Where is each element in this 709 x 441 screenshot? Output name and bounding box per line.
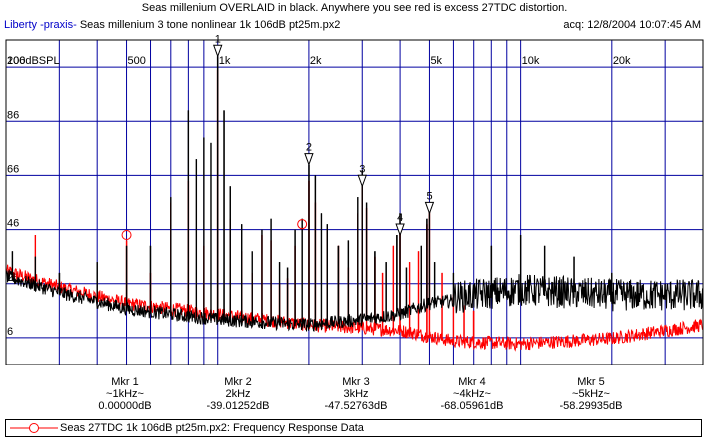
marker-value: -68.05961dB <box>440 400 504 412</box>
chart-title: Seas millenium OVERLAID in black. Anywhe… <box>141 2 568 14</box>
marker-readout-4: Mkr 4 ~4kHz~ -68.05961dB <box>412 376 532 412</box>
app-name: Liberty -praxis- <box>4 19 77 31</box>
legend[interactable]: Seas 27TDC 1k 106dB pt25m.px2: Frequency… <box>5 419 702 437</box>
header-left: Liberty -praxis- Seas millenium 3 tone n… <box>4 19 340 31</box>
x-tick-labels: 200 500 1k 2k 5k 10k 20k <box>7 55 631 67</box>
marker-freq: ~5kHz~ <box>572 388 610 400</box>
y-tick-label: 46 <box>7 218 19 230</box>
marker-readout-2: Mkr 2 2kHz -39.01252dB <box>178 376 298 412</box>
grid <box>5 40 704 365</box>
marker-name: Mkr 4 <box>458 376 486 388</box>
marker-number: 2 <box>306 142 312 154</box>
marker-freq: ~4kHz~ <box>453 388 491 400</box>
marker-name: Mkr 2 <box>224 376 252 388</box>
y-tick-label: 106dBSPL <box>7 55 60 67</box>
x-tick-label: 5k <box>430 55 442 67</box>
marker-freq: ~1kHz~ <box>106 388 144 400</box>
marker-triangle <box>213 44 223 58</box>
trace-black <box>5 56 704 332</box>
y-tick-label: 6 <box>7 326 13 338</box>
file-info: Seas millenium 3 tone nonlinear 1k 106dB… <box>79 19 341 31</box>
marker-name: Mkr 3 <box>342 376 370 388</box>
marker-triangle <box>304 153 314 167</box>
marker-readout-3: Mkr 3 3kHz -47.52763dB <box>296 376 416 412</box>
marker-freq: 2kHz <box>225 388 251 400</box>
traces <box>5 56 704 352</box>
marker-triangle <box>424 201 435 215</box>
plot-frame <box>5 39 704 365</box>
marker-number: 5 <box>426 190 432 202</box>
marker-readout-5: Mkr 5 ~5kHz~ -58.29935dB <box>531 376 651 412</box>
marker-value: -58.29935dB <box>559 400 623 412</box>
marker-value: -39.01252dB <box>206 400 270 412</box>
x-tick-label: 200 <box>7 55 25 67</box>
marker-freq: 3kHz <box>343 388 369 400</box>
x-tick-label: 1k <box>219 55 231 67</box>
x-tick-label: 2k <box>310 55 322 67</box>
legend-label: Seas 27TDC 1k 106dB pt25m.px2: Frequency… <box>60 422 364 434</box>
marker-name: Mkr 1 <box>111 376 139 388</box>
red-circle-marker <box>297 219 308 230</box>
acquisition-time: acq: 12/8/2004 10:07:45 AM <box>563 19 701 31</box>
x-tick-label: 10k <box>522 55 540 67</box>
red-circle-marker <box>121 230 132 240</box>
marker-readout-1: Mkr 1 ~1kHz~ 0.00000dB <box>65 376 185 412</box>
marker-value: -47.52763dB <box>324 400 388 412</box>
y-tick-label: 66 <box>7 163 19 175</box>
marker-triangle <box>357 174 367 188</box>
y-tick-label: 86 <box>7 109 19 121</box>
legend-swatch <box>10 423 58 433</box>
x-tick-label: 500 <box>128 55 146 67</box>
marker-name: Mkr 5 <box>577 376 605 388</box>
marker-number: 4 <box>397 212 403 224</box>
marker-number: 3 <box>359 163 365 175</box>
marker-value: 0.00000dB <box>98 400 152 412</box>
marker-triangle <box>395 223 405 237</box>
x-tick-label: 20k <box>613 55 631 67</box>
